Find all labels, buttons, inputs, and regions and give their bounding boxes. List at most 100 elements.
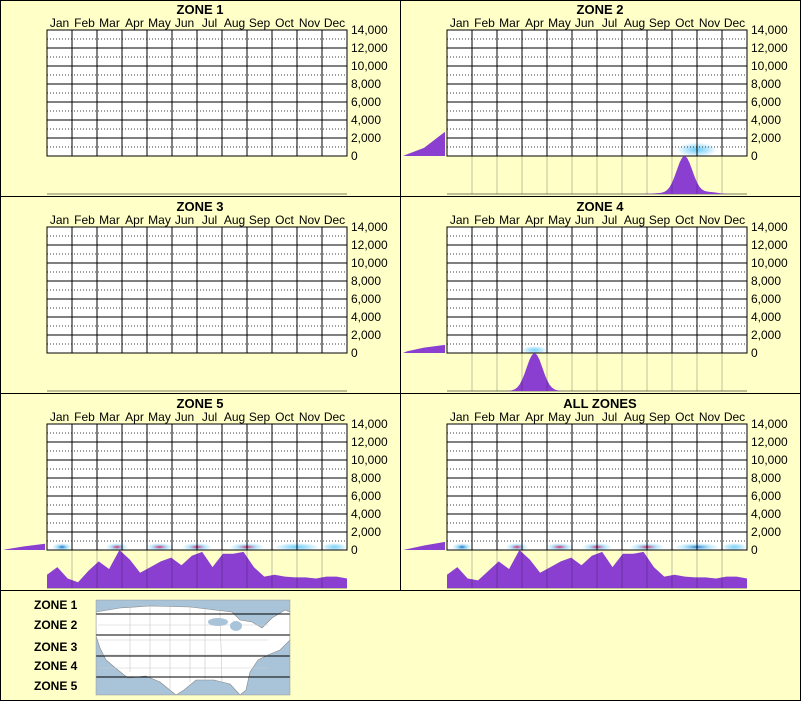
month-tick-label: Mar (499, 410, 520, 424)
month-tick-label: Dec (724, 16, 745, 30)
month-tick-label: Jun (175, 16, 194, 30)
month-tick-label: Jan (450, 410, 469, 424)
y-tick-label: 12,000 (351, 41, 388, 55)
month-tick-label: Sep (649, 213, 671, 227)
y-tick-label: 10,000 (751, 256, 788, 270)
month-tick-label: Apr (525, 410, 544, 424)
y-tick-label: 10,000 (751, 59, 788, 73)
chart-title: ZONE 5 (177, 396, 224, 411)
month-tick-label: Oct (675, 410, 694, 424)
month-tick-label: Feb (74, 213, 95, 227)
y-tick-label: 2,000 (751, 131, 781, 145)
y-tick-label: 4,000 (351, 113, 381, 127)
month-tick-label: Dec (324, 213, 345, 227)
month-tick-label: Aug (624, 410, 645, 424)
month-tick-label: Mar (99, 16, 120, 30)
y-tick-label: 4,000 (751, 113, 781, 127)
month-tick-label: Aug (224, 213, 245, 227)
y-tick-label: 14,000 (751, 220, 788, 234)
month-tick-label: Sep (649, 16, 671, 30)
month-tick-label: Aug (624, 213, 645, 227)
month-tick-label: Apr (525, 16, 544, 30)
month-tick-label: Jul (202, 213, 217, 227)
month-tick-label: Dec (724, 213, 745, 227)
month-tick-label: Mar (99, 410, 120, 424)
month-tick-label: Mar (99, 213, 120, 227)
y-tick-label: 4,000 (751, 507, 781, 521)
month-tick-label: Jan (50, 16, 69, 30)
y-tick-label: 0 (351, 346, 358, 360)
zone-chart-panel: ZONE 3 Jan Feb Mar Apr May Jun Jul Aug Sep Oct Nov D… (46, 199, 388, 392)
month-tick-label: Nov (299, 16, 320, 30)
month-tick-label: Apr (125, 410, 144, 424)
y-tick-label: 10,000 (751, 453, 788, 467)
map-land (96, 605, 290, 695)
y-tick-label: 14,000 (751, 417, 788, 431)
chart-title: ZONE 3 (177, 199, 224, 214)
month-tick-label: Jul (202, 16, 217, 30)
month-tick-label: Mar (499, 213, 520, 227)
y-tick-label: 4,000 (351, 507, 381, 521)
y-tick-label: 2,000 (351, 131, 381, 145)
zone-chart-panel: ALL ZONES Jan Feb Mar Apr May Jun Jul Aug Sep Oct N… (403, 396, 788, 589)
month-tick-label: Feb (474, 16, 495, 30)
month-tick-label: Jan (50, 213, 69, 227)
month-tick-label: Aug (224, 16, 245, 30)
density-cell (722, 543, 747, 551)
month-tick-label: Dec (724, 410, 745, 424)
zone-legend-label: ZONE 1 (34, 598, 78, 612)
us-map (96, 605, 290, 695)
y-tick-label: 0 (751, 149, 758, 163)
month-tick-label: Oct (675, 16, 694, 30)
month-tick-label: Jan (450, 213, 469, 227)
month-tick-label: Jun (575, 410, 594, 424)
month-tick-label: Jun (575, 16, 594, 30)
y-tick-label: 4,000 (351, 310, 381, 324)
month-tick-label: Feb (74, 16, 95, 30)
y-tick-label: 12,000 (751, 238, 788, 252)
elevation-profile-area (403, 541, 445, 550)
zone-legend-label: ZONE 4 (34, 659, 78, 673)
y-tick-label: 14,000 (351, 220, 388, 234)
month-tick-label: Sep (649, 410, 671, 424)
month-tick-label: Jul (202, 410, 217, 424)
month-tick-label: Nov (699, 410, 720, 424)
month-tick-label: Oct (675, 213, 694, 227)
month-tick-label: Jun (575, 213, 594, 227)
month-tick-label: Mar (499, 16, 520, 30)
month-tick-label: May (548, 213, 571, 227)
plot-frame (46, 29, 348, 157)
density-cell (505, 543, 529, 551)
density-cell (522, 346, 547, 354)
y-tick-label: 14,000 (751, 23, 788, 37)
density-cell (105, 543, 129, 551)
y-tick-label: 6,000 (351, 489, 381, 503)
month-tick-label: Dec (324, 16, 345, 30)
month-tick-label: Aug (224, 410, 245, 424)
map-lake (230, 621, 242, 631)
y-tick-label: 12,000 (751, 41, 788, 55)
y-tick-label: 8,000 (751, 274, 781, 288)
zone-chart-panel: ZONE 4 Jan Feb Mar Apr May Jun Jul Aug Sep Oct Nov D… (403, 199, 788, 392)
chart-title: ALL ZONES (563, 396, 637, 411)
y-tick-label: 10,000 (351, 59, 388, 73)
elevation-profile-area (403, 344, 445, 353)
month-tick-label: May (148, 16, 171, 30)
y-tick-label: 4,000 (751, 310, 781, 324)
plot-frame (46, 226, 348, 354)
y-tick-label: 2,000 (751, 525, 781, 539)
y-tick-label: 2,000 (751, 328, 781, 342)
month-tick-label: May (148, 213, 171, 227)
zone-legend-label: ZONE 2 (34, 618, 78, 632)
chart-title: ZONE 4 (577, 199, 625, 214)
zone-legend-label: ZONE 3 (34, 640, 78, 654)
month-tick-label: Sep (249, 213, 271, 227)
month-tick-label: Sep (249, 410, 271, 424)
month-tick-label: Sep (249, 16, 271, 30)
density-cell (545, 543, 574, 551)
y-tick-label: 12,000 (351, 238, 388, 252)
elevation-profile-area (403, 131, 445, 156)
chart-title: ZONE 2 (577, 2, 624, 17)
y-tick-label: 0 (751, 346, 758, 360)
